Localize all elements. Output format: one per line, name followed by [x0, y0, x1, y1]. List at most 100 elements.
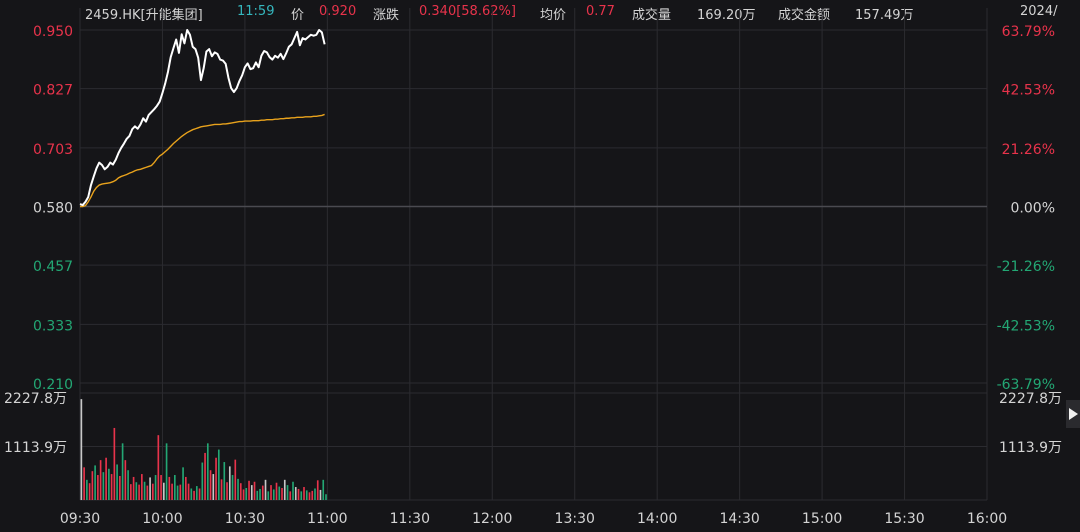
- x-tick-label: 15:00: [802, 511, 842, 527]
- volume-bar: [182, 467, 184, 500]
- price-value: 0.920: [319, 4, 357, 19]
- y-tick-label-left: 0.210: [33, 377, 73, 393]
- avg-label: 均价: [540, 8, 567, 23]
- volume-bar: [297, 488, 300, 500]
- volume-bar: [86, 479, 88, 500]
- volume-bar: [119, 475, 121, 500]
- price-line: [79, 29, 326, 207]
- volume-bar: [278, 486, 281, 500]
- volume-bar: [286, 485, 289, 500]
- price-lines: [79, 29, 326, 208]
- volume-bar: [237, 478, 239, 500]
- volume-bar: [94, 465, 96, 500]
- volume-bar: [171, 483, 173, 500]
- volume-bar: [163, 482, 165, 500]
- volume-bar: [250, 485, 253, 500]
- x-tick-label: 15:30: [884, 511, 924, 527]
- volume-bar: [311, 490, 314, 500]
- volume-bar: [303, 487, 305, 500]
- volume-bar: [130, 484, 132, 500]
- volume-bar: [281, 487, 283, 500]
- volume-bar: [165, 443, 168, 500]
- x-tick-label: 14:30: [719, 511, 759, 527]
- volume-bar: [105, 457, 107, 500]
- volume-label: 成交量: [632, 8, 672, 23]
- volume-bar: [97, 475, 99, 500]
- play-button[interactable]: [1066, 400, 1080, 428]
- change-label: 涨跌: [373, 8, 400, 23]
- volume-bars: [80, 399, 327, 500]
- volume-bar: [201, 462, 204, 500]
- ticker-label[interactable]: 2459.HK[升能集团]: [85, 8, 203, 23]
- price-label: 价: [291, 8, 305, 23]
- volume-bar: [220, 479, 223, 500]
- volume-bar: [272, 489, 275, 500]
- x-tick-label: 16:00: [967, 511, 1007, 527]
- x-tick-label: 14:00: [637, 511, 677, 527]
- volume-bar: [91, 471, 94, 500]
- turnover-value: 157.49万: [855, 8, 914, 23]
- turnover-label: 成交金额: [778, 8, 831, 23]
- volume-bar: [223, 462, 226, 500]
- y-tick-label-right: -63.79%: [997, 377, 1055, 393]
- volume-bar: [316, 480, 319, 500]
- volume-bar: [198, 488, 201, 500]
- volume-value: 169.20万: [697, 8, 756, 23]
- date-label: 2024/: [1020, 4, 1058, 19]
- volume-tick-label: 1113.9万: [999, 440, 1062, 456]
- x-tick-label: 10:30: [225, 511, 265, 527]
- volume-tick-label: 2227.8万: [4, 391, 67, 407]
- y-axis-left: 0.950 0.827 0.703 0.580 0.457 0.333 0.210: [33, 24, 73, 393]
- volume-bar: [226, 482, 228, 500]
- volume-bar: [267, 491, 270, 500]
- y-axis-right: 63.79% 42.53% 21.26% 0.00% -21.26% -42.53% -63…: [997, 24, 1055, 393]
- volume-bar: [322, 479, 325, 500]
- volume-bar: [231, 475, 234, 500]
- volume-bar: [248, 480, 250, 500]
- y-tick-label-right: 0.00%: [1011, 201, 1055, 217]
- volume-bar: [289, 491, 292, 500]
- volume-bar: [149, 477, 151, 500]
- x-tick-label: 13:30: [555, 511, 595, 527]
- volume-bar: [110, 474, 113, 500]
- volume-bar: [314, 488, 316, 500]
- volume-bar: [239, 483, 242, 500]
- volume-bar: [173, 475, 176, 500]
- volume-bar: [102, 472, 105, 500]
- time-value: 11:59: [237, 4, 275, 19]
- volume-bar: [193, 490, 195, 500]
- volume-bar: [206, 443, 209, 500]
- volume-bar: [319, 489, 322, 500]
- volume-bar: [305, 490, 308, 500]
- volume-bar: [132, 476, 135, 500]
- volume-bar: [300, 491, 303, 500]
- x-tick-label: 12:00: [472, 511, 512, 527]
- x-tick-label: 11:30: [390, 511, 430, 527]
- volume-bar: [168, 476, 171, 500]
- volume-bar: [143, 481, 146, 500]
- volume-bar: [217, 449, 220, 500]
- volume-bar: [308, 492, 311, 500]
- volume-bar: [204, 452, 206, 500]
- average-price-line: [80, 113, 325, 208]
- y-tick-label-left: 0.703: [33, 142, 73, 158]
- volume-bar: [228, 466, 231, 500]
- volume-bar: [209, 470, 212, 500]
- volume-bar: [275, 482, 278, 500]
- volume-bar: [292, 481, 294, 500]
- volume-bar: [99, 460, 102, 500]
- volume-bar: [80, 399, 83, 500]
- y-tick-label-right: 42.53%: [1002, 83, 1055, 99]
- volume-bar: [141, 474, 143, 500]
- volume-bar: [215, 457, 217, 500]
- volume-bar: [176, 485, 179, 500]
- volume-bar: [160, 475, 162, 500]
- y-tick-label-left: 0.333: [33, 318, 73, 334]
- play-icon: [1069, 408, 1078, 420]
- volume-bar: [108, 468, 110, 500]
- y-tick-label-left: 0.950: [33, 24, 73, 40]
- volume-bar: [190, 488, 193, 500]
- change-value: 0.340[58.62%]: [419, 4, 516, 19]
